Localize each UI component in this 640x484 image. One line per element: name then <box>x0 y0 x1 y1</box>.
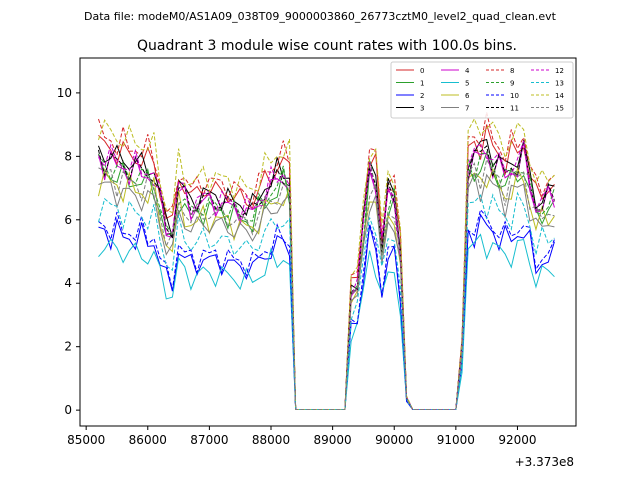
legend-label-6: 6 <box>465 92 470 100</box>
data-file-caption: Data file: modeM0/AS1A09_038T09_90000038… <box>84 10 557 23</box>
x-tick-label: 87000 <box>190 433 228 447</box>
legend-label-8: 8 <box>510 67 514 75</box>
legend-label-2: 2 <box>420 92 424 100</box>
x-tick-label: 90000 <box>375 433 413 447</box>
axes: 85000 86000 87000 88000 89000 90000 91000 92000… <box>57 57 577 447</box>
x-tick-label: 92000 <box>498 433 536 447</box>
y-tick-label: 2 <box>64 340 72 354</box>
plot-frame <box>79 57 577 427</box>
legend-label-4: 4 <box>465 67 470 75</box>
x-tick-label: 86000 <box>129 433 167 447</box>
legend-label-14: 14 <box>555 92 564 100</box>
x-offset-label: +3.373e8 <box>515 455 574 469</box>
x-tick-label: 85000 <box>67 433 105 447</box>
legend-label-1: 1 <box>420 80 424 88</box>
legend-label-12: 12 <box>555 67 564 75</box>
x-tick-label: 89000 <box>314 433 352 447</box>
series-line-15 <box>98 157 555 410</box>
y-tick-label: 6 <box>64 213 72 227</box>
series-line-9 <box>98 152 555 410</box>
x-tick-label: 88000 <box>252 433 290 447</box>
series-line-3 <box>98 138 555 410</box>
series-line-13 <box>97 191 555 410</box>
legend-label-0: 0 <box>420 67 424 75</box>
series-line-1 <box>98 150 555 410</box>
chart-title: Quadrant 3 module wise count rates with … <box>137 38 517 54</box>
legend-label-5: 5 <box>465 80 469 88</box>
series-line-7 <box>98 172 555 410</box>
legend-label-10: 10 <box>510 92 519 100</box>
legend-label-7: 7 <box>465 105 469 113</box>
series-line-4 <box>97 140 555 410</box>
series-line-5 <box>98 233 555 410</box>
x-tick-label: 91000 <box>437 433 475 447</box>
series-line-6 <box>97 166 555 410</box>
legend-label-13: 13 <box>555 80 564 88</box>
series-line-12 <box>98 140 555 410</box>
series-line-11 <box>97 139 555 410</box>
series-line-10 <box>98 208 555 410</box>
y-tick-label: 8 <box>64 149 72 163</box>
legend-label-11: 11 <box>510 105 519 113</box>
legend-box <box>390 61 574 119</box>
y-tick-label: 10 <box>57 86 72 100</box>
legend-label-9: 9 <box>510 80 514 88</box>
plot-area <box>97 112 555 410</box>
legend-label-3: 3 <box>420 105 424 113</box>
y-tick-label: 4 <box>64 276 72 290</box>
y-tick-label: 0 <box>64 403 72 417</box>
legend-label-15: 15 <box>555 105 564 113</box>
